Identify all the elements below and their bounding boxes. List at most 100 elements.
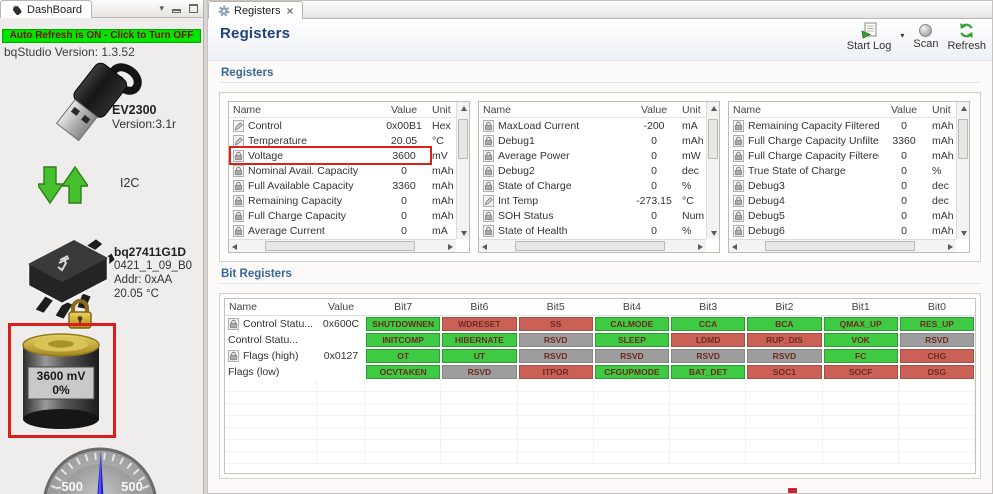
scroll-left-arrow[interactable]: [479, 240, 492, 253]
empty-cell: [593, 392, 670, 404]
scroll-up-arrow[interactable]: [707, 102, 720, 115]
horizontal-scrollbar[interactable]: [479, 239, 706, 252]
empty-cell: [670, 392, 747, 404]
minimize-icon[interactable]: [172, 8, 181, 13]
register-row[interactable]: Debug3 0 dec: [729, 178, 956, 193]
bit-flag-qmax_up: QMAX_UP: [823, 317, 898, 331]
register-row[interactable]: Debug2 0 dec: [479, 163, 706, 178]
register-row[interactable]: Full Charge Capacity Unfiltered 3360 mAh: [729, 133, 956, 148]
view-menu-icon[interactable]: ▾: [159, 3, 164, 13]
bit-column-header: Bit0: [898, 299, 975, 316]
bit-column-header: Bit2: [746, 299, 823, 316]
refresh-button[interactable]: Refresh: [947, 22, 986, 52]
auto-refresh-banner[interactable]: Auto Refresh is ON - Click to Turn OFF: [2, 29, 201, 43]
bit-flag-ldmd: LDMD: [671, 333, 746, 347]
scroll-up-arrow[interactable]: [457, 102, 470, 115]
chip-image: [26, 236, 116, 322]
horizontal-scrollbar[interactable]: [229, 239, 456, 252]
start-log-button[interactable]: Start Log: [847, 22, 891, 52]
register-row[interactable]: Remaining Capacity 0 mAh: [229, 193, 456, 208]
scroll-up-arrow[interactable]: [957, 102, 970, 115]
bit-register-name[interactable]: Control Statu...: [228, 334, 299, 346]
bit-column-header: Value: [317, 299, 365, 316]
register-row[interactable]: Debug1 0 mAh: [479, 133, 706, 148]
register-row[interactable]: SOH Status 0 Num: [479, 208, 706, 223]
current-gauge: -500 500 1000 1000: [20, 443, 180, 494]
gauge-label-500: 500: [121, 479, 143, 494]
empty-cell: [225, 392, 317, 404]
scroll-thumb[interactable]: [958, 119, 968, 159]
bit-flag-rsvd: RSVD: [671, 349, 746, 363]
lock-icon: [228, 350, 239, 362]
register-row[interactable]: Full Available Capacity 3360 mAh: [229, 178, 456, 193]
register-row[interactable]: Debug4 0 dec: [729, 193, 956, 208]
empty-cell: [517, 392, 594, 404]
register-name: Full Charge Capacity: [229, 209, 379, 222]
scroll-thumb[interactable]: [458, 119, 468, 159]
scan-button[interactable]: Scan: [913, 22, 938, 50]
vertical-scrollbar[interactable]: [456, 102, 469, 239]
scroll-left-arrow[interactable]: [229, 240, 242, 253]
empty-cell: [317, 392, 365, 404]
bit-register-name[interactable]: Control Statu...: [225, 316, 317, 332]
register-value: 0: [901, 149, 907, 162]
empty-cell: [441, 380, 518, 392]
register-row[interactable]: Debug6 0 mAh: [729, 223, 956, 238]
battery-image[interactable]: 3600 mV 0%: [12, 327, 112, 435]
register-row[interactable]: Nominal Avail. Capacity 0 mAh: [229, 163, 456, 178]
register-row[interactable]: Full Charge Capacity 0 mAh: [229, 208, 456, 223]
register-row[interactable]: Voltage 3600 mV: [229, 146, 456, 165]
chip-name: bq27411G1D: [114, 245, 187, 259]
bit-register-name[interactable]: Flags (high): [225, 348, 317, 364]
register-table-body: Name Value Unit MaxLoad Current -200 mA Debug1…: [479, 102, 706, 239]
tab-dashboard[interactable]: DashBoard: [0, 0, 93, 18]
horizontal-scrollbar[interactable]: [729, 239, 956, 252]
register-row[interactable]: Remaining Capacity Filtered 0 mAh: [729, 118, 956, 133]
register-row[interactable]: Debug5 0 mAh: [729, 208, 956, 223]
vertical-scrollbar[interactable]: [706, 102, 719, 239]
register-row[interactable]: MaxLoad Current -200 mA: [479, 118, 706, 133]
register-row[interactable]: State of Health 0%: [479, 223, 706, 238]
bit-flag-res_up: RES_UP: [899, 317, 974, 331]
lock-icon: [483, 179, 494, 192]
scroll-down-arrow[interactable]: [457, 226, 470, 239]
table-header-row: Name Value Unit: [479, 102, 706, 118]
empty-cell: [898, 440, 975, 452]
scroll-thumb[interactable]: [265, 241, 416, 251]
register-name: Control: [229, 119, 379, 132]
registers-view: Registers × Registers Start Log ▾: [207, 0, 993, 494]
register-value: 0: [901, 209, 907, 222]
register-name: Full Charge Capacity Unfiltered: [729, 134, 879, 147]
register-row[interactable]: Temperature 20.05 °C: [229, 133, 456, 148]
empty-cell: [365, 428, 442, 440]
scroll-right-arrow[interactable]: [693, 240, 706, 253]
empty-cell: [746, 404, 823, 416]
register-row[interactable]: Full Charge Capacity Filtered 0 mAh: [729, 148, 956, 163]
empty-cell: [317, 404, 365, 416]
register-row[interactable]: True State of Charge 0%: [729, 163, 956, 178]
close-icon[interactable]: ×: [286, 3, 294, 18]
scroll-thumb[interactable]: [765, 241, 916, 251]
scroll-down-arrow[interactable]: [707, 226, 720, 239]
scroll-down-arrow[interactable]: [957, 226, 970, 239]
scroll-thumb[interactable]: [708, 119, 718, 159]
maximize-icon[interactable]: [189, 3, 198, 13]
scroll-right-arrow[interactable]: [943, 240, 956, 253]
lock-icon: [233, 164, 244, 177]
register-row[interactable]: Average Power 0 mW: [479, 148, 706, 163]
scroll-thumb[interactable]: [515, 241, 666, 251]
empty-cell: [670, 452, 747, 464]
scroll-right-arrow[interactable]: [443, 240, 456, 253]
register-row[interactable]: State of Charge 0%: [479, 178, 706, 193]
vertical-scrollbar[interactable]: [956, 102, 969, 239]
bit-register-name[interactable]: Flags (low): [228, 366, 280, 378]
bit-flag-bat_det: BAT_DET: [671, 365, 746, 379]
empty-cell: [670, 380, 747, 392]
bit-column-header: Bit3: [670, 299, 747, 316]
log-dropdown-caret[interactable]: ▾: [900, 31, 905, 40]
register-row[interactable]: Control 0x00B1 Hex: [229, 118, 456, 133]
register-row[interactable]: Int Temp -273.15 °C: [479, 193, 706, 208]
register-row[interactable]: Average Current 0 mA: [229, 223, 456, 238]
scroll-left-arrow[interactable]: [729, 240, 742, 253]
tab-registers[interactable]: Registers ×: [208, 1, 304, 19]
